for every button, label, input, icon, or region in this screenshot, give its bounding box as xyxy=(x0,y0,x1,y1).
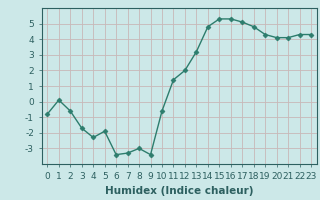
X-axis label: Humidex (Indice chaleur): Humidex (Indice chaleur) xyxy=(105,186,253,196)
